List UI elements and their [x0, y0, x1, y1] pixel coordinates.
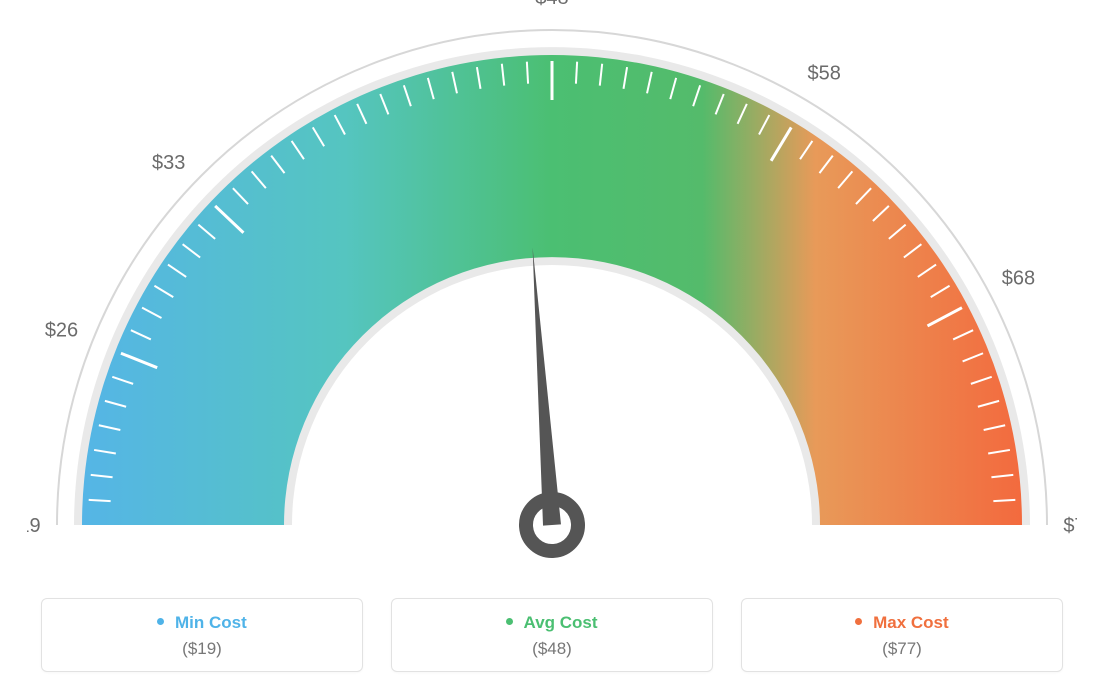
legend-card-min: Min Cost ($19)	[41, 598, 363, 672]
gauge-tick-label: $58	[808, 63, 841, 85]
gauge-tick-label: $48	[535, 0, 568, 9]
legend-label: Avg Cost	[524, 613, 598, 632]
gauge-tick-label: $26	[45, 320, 78, 342]
dot-icon	[855, 618, 862, 625]
gauge-tick-label: $33	[152, 152, 185, 174]
legend-row: Min Cost ($19) Avg Cost ($48) Max Cost (…	[0, 598, 1104, 672]
legend-value: ($77)	[742, 639, 1062, 659]
legend-label: Min Cost	[175, 613, 247, 632]
legend-value: ($48)	[392, 639, 712, 659]
gauge-tick-label: $68	[1002, 268, 1035, 290]
dot-icon	[157, 618, 164, 625]
gauge-tick-label: $77	[1063, 515, 1077, 537]
legend-label: Max Cost	[873, 613, 949, 632]
legend-card-avg: Avg Cost ($48)	[391, 598, 713, 672]
legend-value: ($19)	[42, 639, 362, 659]
cost-gauge: $19 $26 $33 $48 $58 $68 $77	[27, 0, 1077, 560]
legend-card-max: Max Cost ($77)	[741, 598, 1063, 672]
dot-icon	[506, 618, 513, 625]
gauge-tick-label: $19	[27, 515, 41, 537]
